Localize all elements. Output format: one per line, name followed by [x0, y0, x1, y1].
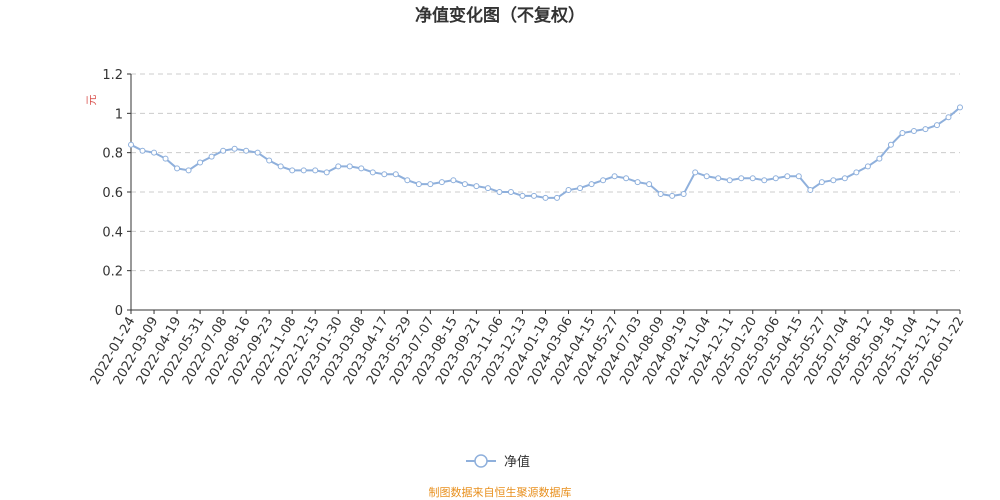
point — [795, 173, 802, 180]
point — [519, 192, 526, 199]
point — [484, 185, 491, 192]
point — [162, 155, 169, 162]
point — [957, 104, 963, 111]
y-tick-label: 0.2 — [102, 265, 123, 280]
point — [185, 167, 192, 174]
point — [554, 194, 561, 201]
y-axis-label: 元 — [85, 95, 98, 106]
legend-label: 净值 — [504, 454, 530, 470]
point — [933, 122, 940, 129]
point — [646, 181, 653, 188]
point — [346, 163, 353, 170]
point — [139, 147, 146, 154]
point — [507, 189, 514, 195]
y-tick-label: 1.2 — [102, 68, 123, 83]
point — [254, 149, 261, 156]
point — [749, 175, 756, 182]
point — [208, 153, 215, 160]
point — [220, 147, 227, 154]
point — [611, 173, 618, 180]
point — [945, 114, 952, 121]
point — [577, 185, 584, 192]
point — [910, 128, 917, 135]
point — [289, 167, 296, 174]
point — [634, 179, 641, 186]
point — [197, 159, 204, 166]
y-tick-label: 0.4 — [102, 225, 123, 240]
legend-marker — [474, 454, 488, 468]
point — [473, 183, 480, 190]
y-tick-label: 0 — [115, 304, 123, 319]
point — [623, 175, 630, 182]
point — [450, 177, 457, 184]
point — [392, 171, 399, 178]
point — [887, 141, 894, 148]
point — [772, 175, 779, 182]
point — [415, 181, 422, 188]
point — [922, 126, 929, 133]
footer: 制图数据来自恒生聚源数据库 — [429, 485, 572, 499]
point — [807, 187, 814, 194]
point — [231, 145, 238, 152]
point — [841, 175, 848, 182]
point — [151, 149, 158, 156]
point — [335, 163, 342, 170]
point — [818, 179, 825, 186]
point — [323, 169, 330, 176]
point — [588, 181, 595, 188]
point — [381, 171, 388, 178]
point — [738, 175, 745, 182]
point — [312, 167, 319, 174]
y-tick-label: 0.8 — [102, 147, 123, 162]
point — [266, 157, 273, 164]
y-tick-label: 1 — [115, 107, 123, 122]
point — [427, 181, 434, 188]
point — [864, 163, 871, 170]
point — [300, 167, 307, 174]
point — [369, 169, 376, 176]
point — [461, 181, 468, 188]
point — [530, 192, 537, 199]
point — [174, 165, 181, 172]
point — [542, 194, 549, 201]
point — [726, 177, 733, 184]
point — [853, 169, 860, 176]
point — [715, 175, 722, 182]
point — [680, 190, 687, 197]
point — [277, 163, 284, 170]
point — [128, 141, 134, 148]
point — [784, 173, 791, 180]
y-tick-label: 0.6 — [102, 186, 123, 201]
point — [565, 187, 572, 194]
point — [438, 179, 445, 186]
point — [761, 177, 768, 184]
point — [830, 177, 837, 184]
point — [657, 190, 664, 197]
point — [600, 177, 607, 184]
point — [243, 147, 250, 154]
chart-title: 净值变化图（不复权） — [415, 5, 585, 26]
point — [692, 169, 699, 176]
point — [876, 155, 883, 162]
point — [358, 165, 365, 172]
point — [496, 189, 503, 195]
point — [669, 192, 676, 199]
point — [404, 177, 411, 184]
point — [899, 130, 906, 136]
point — [703, 173, 710, 180]
